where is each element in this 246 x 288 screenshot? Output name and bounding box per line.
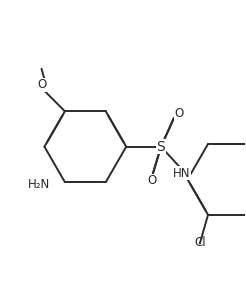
Text: H₂N: H₂N [28, 178, 50, 191]
Text: O: O [38, 78, 47, 91]
Text: O: O [148, 174, 157, 187]
Text: Cl: Cl [194, 236, 206, 249]
Text: HN: HN [172, 167, 190, 180]
Text: O: O [175, 107, 184, 120]
Text: S: S [157, 140, 165, 154]
